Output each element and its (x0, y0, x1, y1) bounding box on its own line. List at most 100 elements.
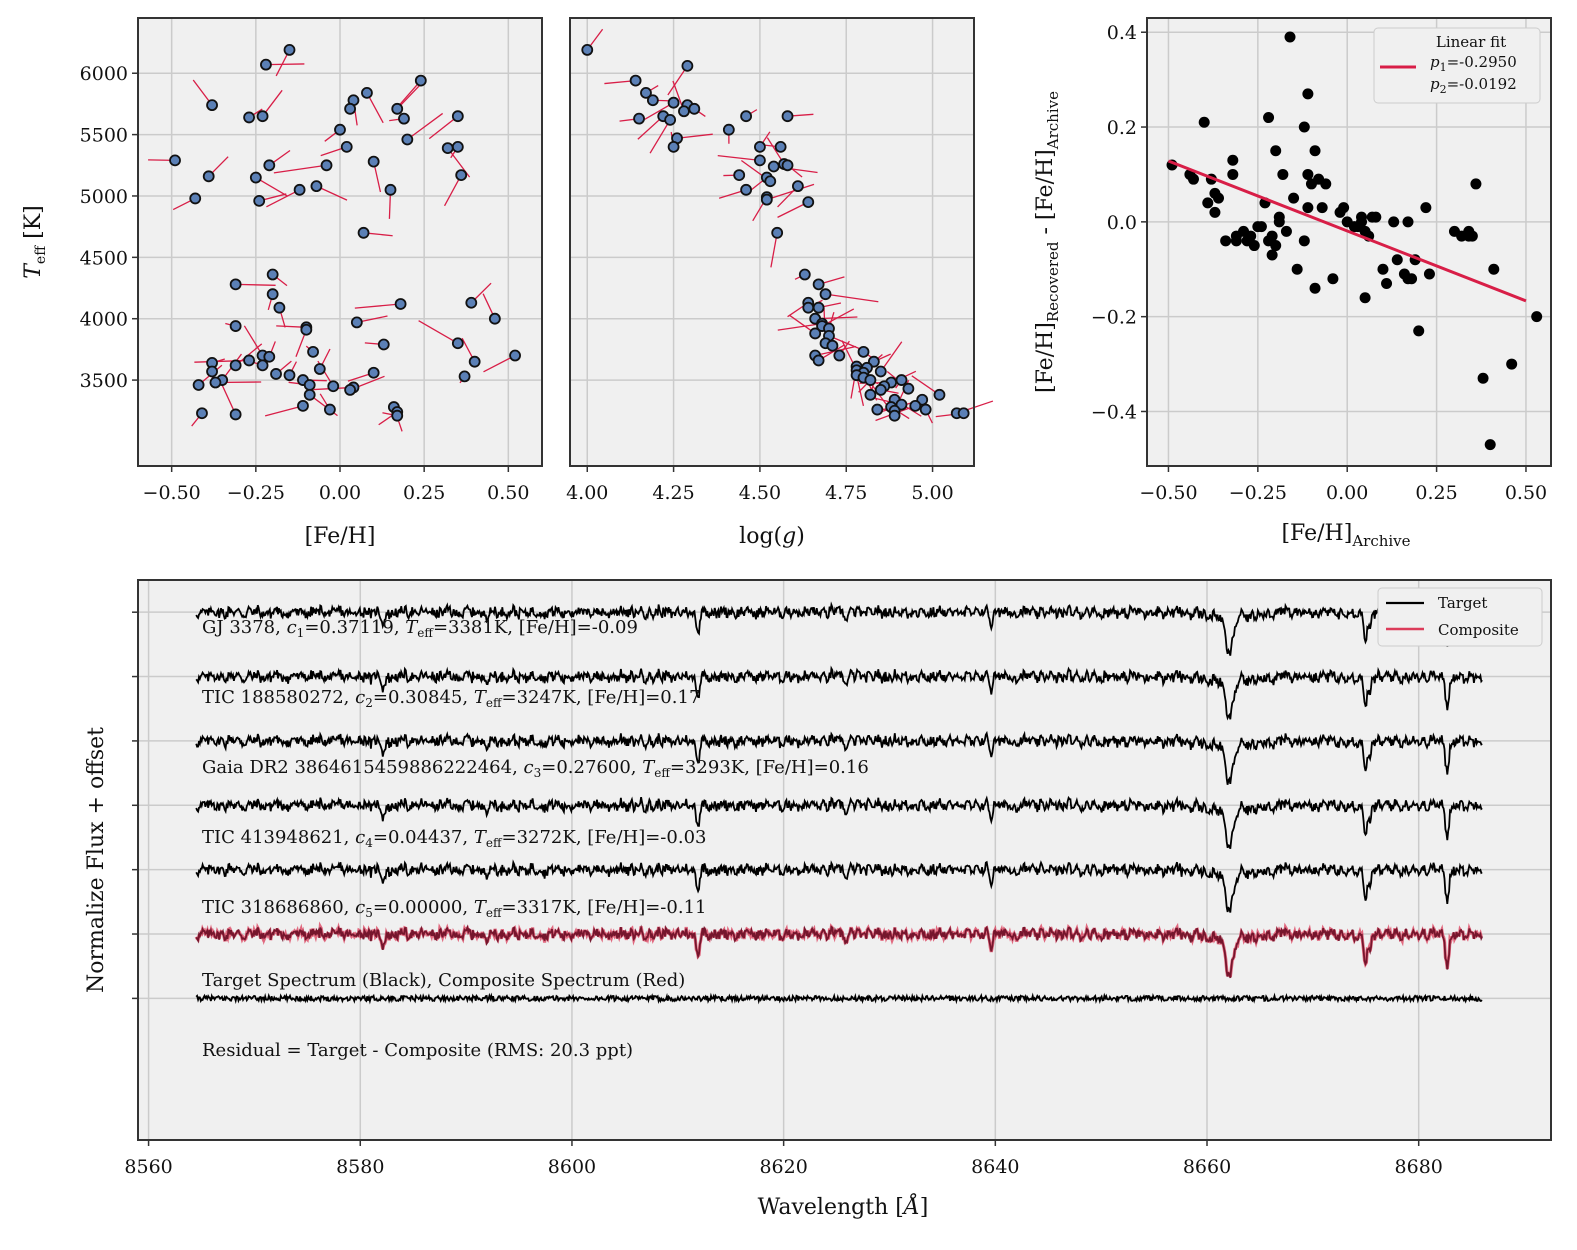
x-tick-label: 8600 (548, 1156, 596, 1178)
spectrum-label-3: Gaia DR2 3864615459886222464, c3=0.27600… (202, 757, 869, 780)
data-point (334, 123, 346, 136)
data-point (581, 44, 594, 56)
data-point (1298, 121, 1310, 133)
y-tick-label: 0.2 (1107, 117, 1137, 139)
data-point (169, 154, 181, 167)
panel-d-y-label: Normalize Flux + offset (84, 727, 109, 993)
x-tick-label: 0.25 (1415, 482, 1457, 504)
pair-line (406, 112, 444, 141)
legend-title: Linear fit (1436, 33, 1506, 51)
panel-b-background (570, 18, 974, 466)
data-point (344, 102, 357, 115)
x-tick-label: 0.00 (1326, 482, 1368, 504)
data-point (1488, 263, 1500, 275)
data-point (465, 296, 478, 309)
data-point (781, 110, 794, 123)
data-point (812, 354, 825, 367)
data-point (1213, 192, 1225, 204)
data-point (819, 288, 832, 301)
panel-c-points (1166, 31, 1543, 451)
data-point (864, 374, 877, 386)
data-point (909, 399, 922, 412)
residual-label: Residual = Target - Composite (RMS: 20.3… (202, 1040, 633, 1061)
data-point (323, 403, 336, 416)
data-point (391, 102, 404, 115)
pair-line (717, 154, 760, 162)
data-point (871, 403, 884, 416)
spectrum-label-2: TIC 188580272, c2=0.30845, Teff=3247K, [… (202, 687, 700, 710)
data-point (722, 123, 735, 136)
data-point (1388, 216, 1400, 228)
data-point (206, 365, 218, 378)
x-tick-label: 8680 (1395, 1156, 1443, 1178)
data-point (451, 337, 464, 350)
data-point (270, 368, 282, 380)
data-point (377, 338, 390, 351)
data-point (509, 349, 521, 362)
data-point (857, 345, 870, 358)
template-spectrum-2 (195, 665, 1483, 721)
panel-teff-vs-logg: 4.00 4.25 4.50 4.75 5.00 log(g) (566, 17, 994, 549)
data-point (1209, 206, 1221, 218)
panel-a-y-ticks: 3500 4000 4500 5000 5500 6000 (80, 63, 138, 392)
pair-line (483, 354, 516, 373)
data-point (688, 102, 701, 115)
data-point (640, 86, 652, 99)
y-tick-label: 5500 (80, 125, 128, 147)
pair-line (266, 189, 300, 208)
data-point (791, 180, 804, 193)
data-point (192, 379, 205, 391)
data-point (1291, 263, 1303, 275)
data-point (1377, 263, 1389, 275)
pair-line (354, 303, 401, 309)
spectra-lines (194, 601, 1484, 1005)
target-spectrum (195, 924, 1484, 979)
data-point (327, 380, 340, 393)
data-point (361, 86, 373, 99)
x-tick-label: 4.50 (739, 482, 781, 504)
panel-b-frame (569, 17, 975, 467)
panel-feh-residual: −0.50 −0.25 0.00 0.25 0.50 −0.4 −0.2 0.0 0.2 0.4… (1033, 17, 1552, 550)
data-point (629, 74, 642, 87)
panel-d-x-ticks: 8560 8580 8600 8620 8640 8660 8680 (124, 1140, 1443, 1178)
data-point (902, 382, 915, 395)
x-tick-label: 8640 (971, 1156, 1019, 1178)
data-point (864, 388, 877, 401)
data-point (1230, 235, 1242, 247)
y-tick-label: 4500 (80, 247, 128, 269)
data-point (293, 183, 306, 196)
data-point (1327, 273, 1339, 285)
panel-c-x-ticks: −0.50 −0.25 0.00 0.25 0.50 (1139, 466, 1547, 504)
data-point (888, 409, 901, 422)
data-point (266, 268, 279, 281)
pair-line (777, 322, 823, 331)
data-point (1273, 211, 1285, 223)
pair-line (265, 63, 305, 66)
data-point (273, 301, 286, 314)
data-point (760, 193, 773, 206)
x-tick-label: 8620 (759, 1156, 807, 1178)
pair-line (418, 320, 459, 344)
panel-teff-vs-feh: −0.50 −0.25 0.00 0.25 0.50 3500 4000 4500 5000 5… (21, 17, 543, 549)
data-point (1338, 202, 1350, 214)
data-point (895, 374, 908, 386)
y-tick-label: 0.0 (1107, 212, 1137, 234)
data-point (1484, 439, 1496, 451)
x-tick-label: −0.25 (227, 482, 285, 504)
panel-b-points (581, 44, 970, 422)
data-point (1309, 145, 1321, 157)
data-point (229, 408, 242, 421)
data-point (667, 96, 680, 109)
pair-line (255, 177, 288, 197)
data-point (243, 354, 256, 367)
data-point (394, 298, 407, 310)
data-point (740, 110, 753, 123)
panel-c-x-label: [Fe/H]Archive (1281, 521, 1410, 550)
pair-line (766, 183, 815, 201)
data-point (189, 192, 202, 205)
data-point (303, 379, 316, 391)
legend-p2: p2=-0.0192 (1430, 75, 1517, 96)
data-point (367, 366, 380, 379)
data-point (1220, 235, 1232, 247)
